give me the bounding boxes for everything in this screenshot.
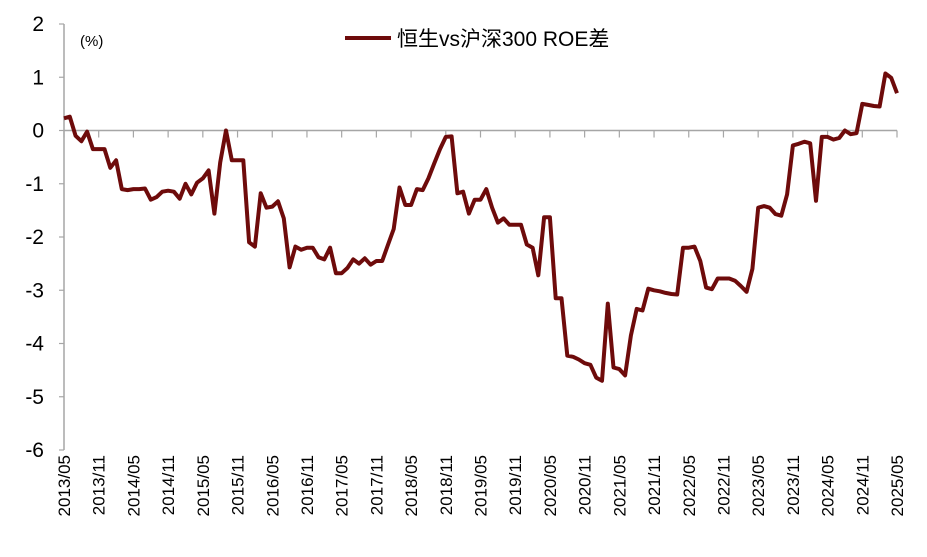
y-axis: 2 1 0 -1 -2 -3 -4 -5 -6 [25, 13, 65, 462]
x-tick-label: 2016/05 [263, 455, 282, 516]
x-tick-label: 2015/11 [229, 455, 248, 515]
x-tick-label: 2013/05 [55, 455, 74, 516]
x-tick-label: 2013/11 [90, 455, 109, 515]
x-tick-label: 2023/05 [749, 455, 768, 516]
x-tick-label: 2024/05 [819, 455, 838, 516]
y-tick-label: 0 [32, 120, 44, 143]
y-tick-label: -3 [25, 279, 44, 302]
series-line-roe-spread [63, 71, 899, 383]
legend: 恒生vs沪深300 ROE差 [345, 28, 609, 51]
x-tick-label: 2021/11 [645, 455, 664, 515]
y-tick-label: 2 [32, 13, 44, 36]
x-tick-label: 2015/05 [194, 455, 213, 516]
y-tick-label: -4 [25, 333, 44, 356]
x-tick-label: 2024/11 [853, 455, 872, 515]
x-tick-label: 2025/05 [888, 455, 907, 516]
x-tick-label: 2016/11 [298, 455, 317, 515]
x-tick-label: 2019/11 [506, 455, 525, 515]
x-tick-label: 2023/11 [784, 455, 803, 515]
x-axis: 2013/05 2013/11 2014/05 2014/11 2015/05 2015/… [55, 129, 907, 516]
y-tick-label: -5 [25, 386, 44, 409]
x-tick-label: 2017/05 [333, 455, 352, 516]
y-tick-label: -1 [25, 173, 44, 196]
x-tick-label: 2017/11 [367, 455, 386, 515]
x-tick-label: 2014/05 [124, 455, 143, 516]
x-tick-label: 2018/05 [402, 455, 421, 516]
x-tick-label: 2021/05 [610, 455, 629, 516]
x-tick-label: 2014/11 [159, 455, 178, 515]
x-tick-label: 2020/11 [576, 455, 595, 515]
y-tick-label: -6 [25, 439, 44, 462]
x-tick-label: 2022/05 [680, 455, 699, 516]
x-tick-label: 2022/11 [714, 455, 733, 515]
y-tick-label: 1 [32, 66, 44, 89]
y-tick-label: -2 [25, 226, 44, 249]
unit-label: (%) [80, 33, 103, 50]
series-group [63, 71, 899, 383]
x-tick-label: 2018/11 [437, 455, 456, 515]
x-tick-label: 2020/05 [541, 455, 560, 516]
legend-label: 恒生vs沪深300 ROE差 [397, 28, 609, 51]
x-tick-label: 2019/05 [472, 455, 491, 516]
